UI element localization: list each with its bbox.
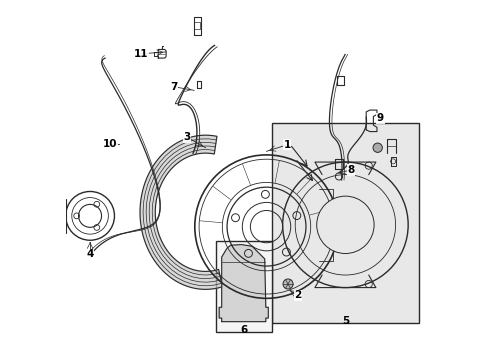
Text: 9: 9 [377, 113, 384, 123]
Text: 7: 7 [171, 82, 178, 92]
Bar [272, 123, 419, 323]
Text: 8: 8 [347, 165, 354, 175]
Text: 1: 1 [283, 140, 291, 150]
Text: 6: 6 [240, 325, 247, 335]
Text: 3: 3 [183, 132, 191, 142]
Text: 10: 10 [103, 139, 118, 149]
Text: 2: 2 [294, 291, 302, 301]
Polygon shape [140, 135, 222, 289]
Text: 4: 4 [86, 249, 94, 259]
Polygon shape [219, 244, 269, 321]
Circle shape [317, 196, 374, 253]
Text: 5: 5 [342, 316, 349, 326]
Circle shape [283, 279, 293, 289]
Circle shape [373, 143, 382, 152]
Bar [216, 241, 272, 332]
Text: 11: 11 [134, 49, 148, 59]
